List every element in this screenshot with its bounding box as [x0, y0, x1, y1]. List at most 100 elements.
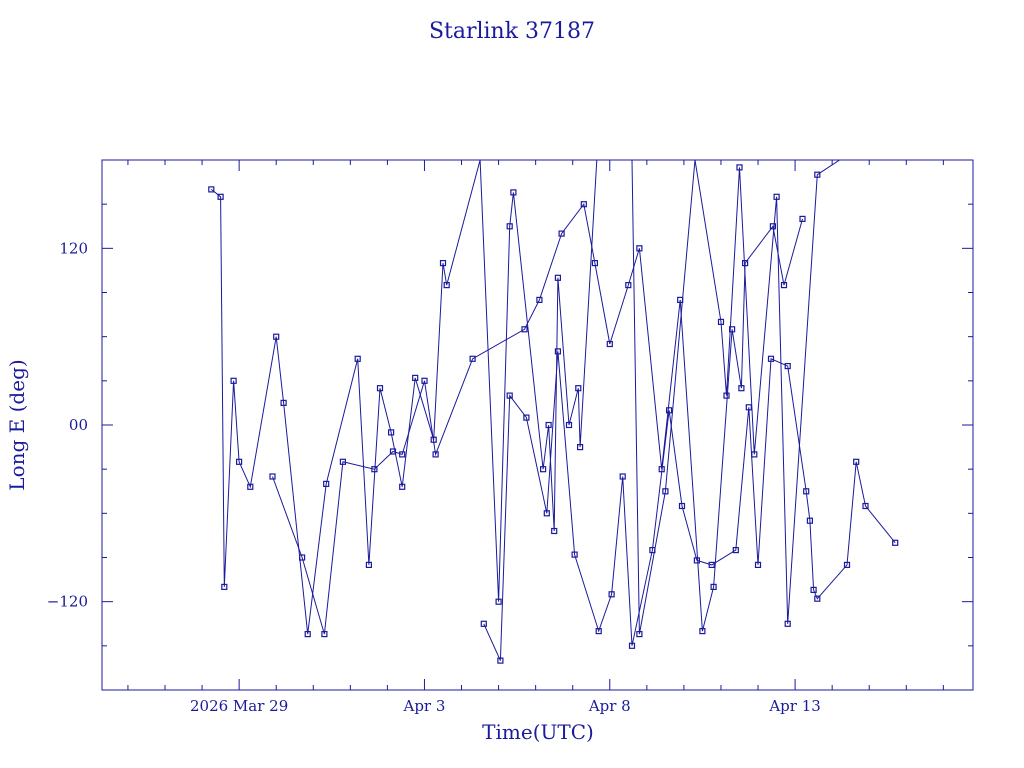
- data-point: [545, 421, 552, 429]
- data-point: [625, 282, 632, 289]
- data-point: [803, 488, 810, 495]
- data-point: [769, 223, 777, 230]
- data-point: [221, 583, 228, 591]
- data-point: [741, 260, 749, 267]
- data-point: [678, 502, 686, 510]
- data-point: [693, 557, 701, 564]
- chart-title: Starlink 37187: [429, 19, 595, 44]
- data-point: [784, 363, 791, 370]
- data-point: [843, 561, 851, 569]
- data-point: [558, 230, 565, 237]
- data-point: [412, 374, 419, 381]
- x-tick-label: Apr 8: [588, 697, 631, 715]
- data-point: [543, 510, 550, 517]
- data-point: [523, 414, 530, 421]
- data-point: [323, 480, 330, 487]
- data-point: [247, 483, 254, 490]
- data-point: [321, 630, 328, 638]
- data-point: [230, 377, 237, 384]
- data-point: [365, 561, 372, 569]
- y-tick-label: 120: [59, 239, 88, 257]
- data-point: [539, 466, 547, 473]
- data-point: [853, 458, 860, 465]
- data-point: [339, 458, 346, 465]
- data-point: [814, 171, 821, 178]
- data-point: [443, 282, 450, 289]
- data-point: [892, 539, 899, 546]
- x-tick-label: Apr 3: [402, 697, 445, 715]
- data-point: [554, 348, 562, 355]
- data-point: [480, 620, 487, 627]
- series-group: [208, 160, 899, 664]
- data-point: [217, 193, 224, 200]
- data-point: [280, 399, 287, 406]
- x-tick-label: Apr 13: [768, 697, 820, 715]
- data-point: [732, 546, 739, 554]
- data-point: [299, 554, 306, 561]
- data-point: [273, 333, 280, 340]
- series-line: [483, 351, 896, 661]
- data-point: [208, 186, 215, 193]
- data-point: [649, 546, 656, 554]
- data-point: [536, 296, 543, 303]
- x-axis-label: Time(UTC): [482, 720, 594, 744]
- data-point: [432, 451, 439, 458]
- data-point: [780, 282, 788, 289]
- data-point: [710, 583, 717, 591]
- data-point: [799, 215, 806, 222]
- series-line: [210, 160, 840, 635]
- data-point: [371, 466, 378, 473]
- data-point: [628, 642, 636, 649]
- data-point: [576, 444, 584, 451]
- data-point: [439, 260, 447, 267]
- plot-frame: [101, 159, 974, 691]
- data-point: [304, 630, 311, 638]
- data-point: [754, 561, 762, 569]
- data-point: [773, 193, 780, 200]
- data-point: [521, 326, 528, 333]
- data-point: [717, 318, 725, 325]
- data-point: [606, 340, 613, 348]
- data-point: [389, 448, 397, 455]
- data-point: [497, 657, 504, 664]
- data-point: [388, 429, 395, 436]
- data-point: [591, 260, 599, 267]
- data-point: [636, 630, 643, 638]
- y-tick-label: 00: [69, 416, 88, 434]
- data-point: [699, 627, 706, 635]
- data-point: [723, 392, 730, 399]
- data-point: [354, 355, 361, 362]
- data-point: [399, 451, 406, 458]
- data-point: [575, 385, 582, 392]
- data-point: [510, 189, 517, 196]
- data-point: [810, 586, 817, 594]
- data-point: [580, 201, 587, 208]
- data-point: [736, 164, 743, 171]
- data-point: [728, 326, 736, 333]
- data-point: [506, 223, 513, 230]
- data-point: [784, 620, 791, 627]
- data-point: [806, 517, 814, 524]
- data-point: [619, 473, 626, 480]
- data-point: [708, 561, 715, 569]
- data-point: [565, 421, 573, 429]
- data-point: [421, 377, 428, 384]
- series-1: [269, 201, 806, 638]
- data-point: [608, 591, 615, 598]
- data-point: [571, 551, 578, 558]
- data-point: [506, 392, 513, 399]
- data-point: [399, 483, 406, 490]
- series-line: [272, 202, 803, 635]
- data-point: [269, 473, 276, 480]
- data-point: [495, 598, 502, 605]
- data-point: [551, 527, 558, 535]
- data-point: [862, 502, 869, 510]
- data-point: [376, 385, 384, 392]
- data-point: [814, 595, 821, 602]
- y-axis-label: Long E (deg): [5, 359, 29, 490]
- data-point: [767, 355, 775, 362]
- data-point: [554, 274, 562, 281]
- data-point: [665, 407, 673, 414]
- data-point: [469, 355, 476, 362]
